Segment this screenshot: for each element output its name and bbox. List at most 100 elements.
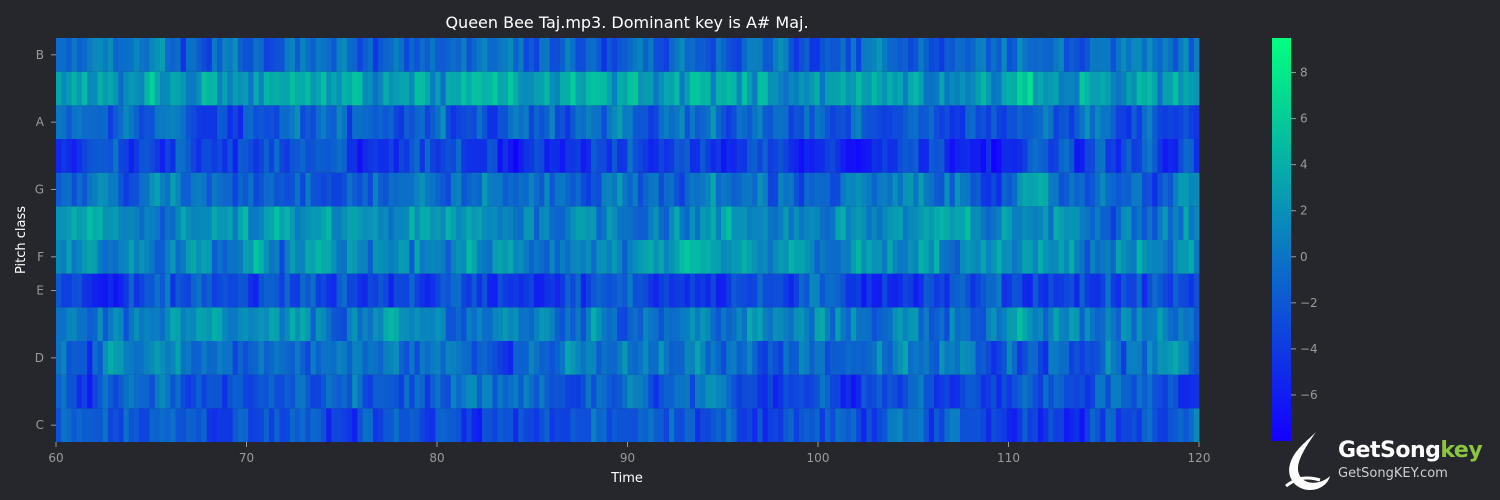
heatmap-cell <box>913 172 919 207</box>
heatmap-cell <box>1079 408 1086 442</box>
heatmap-cell <box>674 374 680 409</box>
heatmap-cell <box>362 139 369 173</box>
heatmap-cell <box>206 38 213 72</box>
heatmap-cell <box>533 273 540 308</box>
heatmap-cell <box>632 105 639 139</box>
heatmap-cell <box>591 341 597 375</box>
heatmap-cell <box>315 206 322 240</box>
heatmap-cell <box>830 105 836 139</box>
heatmap-cell <box>154 71 161 106</box>
heatmap-cell <box>61 408 67 442</box>
heatmap-cell <box>580 139 587 173</box>
heatmap-cell <box>705 307 712 341</box>
heatmap-cell <box>798 71 805 106</box>
heatmap-cell <box>918 38 925 72</box>
heatmap-cell <box>954 139 961 173</box>
heatmap-cell <box>648 71 654 106</box>
heatmap-cell <box>248 71 254 106</box>
heatmap-cell <box>87 341 93 375</box>
heatmap-cell <box>279 307 285 341</box>
heatmap-cell <box>876 71 883 106</box>
heatmap-cell <box>393 307 400 341</box>
heatmap-cell <box>487 374 493 409</box>
heatmap-cell <box>383 307 389 341</box>
heatmap-cell <box>232 71 239 106</box>
heatmap-cell <box>715 105 722 139</box>
heatmap-cell <box>1053 105 1060 139</box>
heatmap-cell <box>767 273 774 308</box>
heatmap-cell <box>669 408 675 442</box>
heatmap-cell <box>663 38 670 72</box>
heatmap-cell <box>1110 38 1117 72</box>
heatmap-cell <box>970 408 976 442</box>
logo-url: GetSongKEY.com <box>1338 466 1448 481</box>
heatmap-cell <box>939 139 945 173</box>
heatmap-cell <box>1069 341 1075 375</box>
heatmap-cell <box>991 240 997 274</box>
heatmap-cell <box>809 71 815 106</box>
heatmap-cell <box>362 71 369 106</box>
heatmap-cell <box>71 273 78 308</box>
heatmap-cell <box>92 408 98 442</box>
heatmap-cell <box>113 374 119 409</box>
heatmap-cell <box>705 139 712 173</box>
heatmap-cell <box>1188 38 1195 72</box>
heatmap-cell <box>113 408 119 442</box>
heatmap-cell <box>232 273 239 308</box>
heatmap-cell <box>1173 139 1179 173</box>
heatmap-cell <box>279 273 285 308</box>
heatmap-cell <box>741 38 748 72</box>
heatmap-cell <box>331 307 337 341</box>
heatmap-cell <box>502 38 509 72</box>
heatmap-cell <box>830 139 836 173</box>
heatmap-cell <box>222 374 228 409</box>
heatmap-cell <box>954 71 961 106</box>
heatmap-cell <box>1162 374 1169 409</box>
heatmap-cell <box>217 341 223 375</box>
heatmap-cell <box>217 139 223 173</box>
heatmap-cell <box>1105 71 1112 106</box>
heatmap-cell <box>788 206 795 240</box>
heatmap-cell <box>747 374 753 409</box>
heatmap-cell <box>118 374 124 409</box>
heatmap-cell <box>908 408 914 442</box>
heatmap-cell <box>165 408 171 442</box>
heatmap-cell <box>107 105 114 139</box>
heatmap-cell <box>731 408 738 442</box>
heatmap-cell <box>934 105 940 139</box>
heatmap-cell <box>549 172 556 207</box>
heatmap-cell <box>320 374 327 409</box>
heatmap-cell <box>1188 408 1195 442</box>
heatmap-cell <box>227 71 234 106</box>
x-tick-label: 60 <box>48 451 63 465</box>
heatmap-cell <box>814 240 821 274</box>
heatmap-cell <box>388 273 395 308</box>
heatmap-cell <box>793 273 800 308</box>
heatmap-cell <box>144 408 150 442</box>
heatmap-cell <box>840 408 847 442</box>
heatmap-cell <box>367 71 374 106</box>
heatmap-cell <box>1136 307 1143 341</box>
heatmap-cell <box>165 206 171 240</box>
heatmap-cell <box>1048 307 1054 341</box>
heatmap-cell <box>669 341 675 375</box>
heatmap-cell <box>1006 105 1013 139</box>
heatmap-cell <box>544 341 550 375</box>
heatmap-cell <box>513 105 519 139</box>
heatmap-cell <box>409 273 415 308</box>
heatmap-cell <box>596 240 602 274</box>
heatmap-cell <box>835 38 841 72</box>
heatmap-cell <box>1141 172 1148 207</box>
heatmap-cell <box>949 307 956 341</box>
heatmap-cell <box>539 105 545 139</box>
heatmap-cell <box>1043 38 1049 72</box>
heatmap-cell <box>830 341 836 375</box>
heatmap-cell <box>492 206 499 240</box>
heatmap-cell <box>767 307 774 341</box>
heatmap-cell <box>466 240 473 274</box>
heatmap-cell <box>980 172 987 207</box>
heatmap-cell <box>715 273 722 308</box>
heatmap-cell <box>450 273 457 308</box>
heatmap-cell <box>1069 307 1075 341</box>
heatmap-cell <box>1126 172 1132 207</box>
